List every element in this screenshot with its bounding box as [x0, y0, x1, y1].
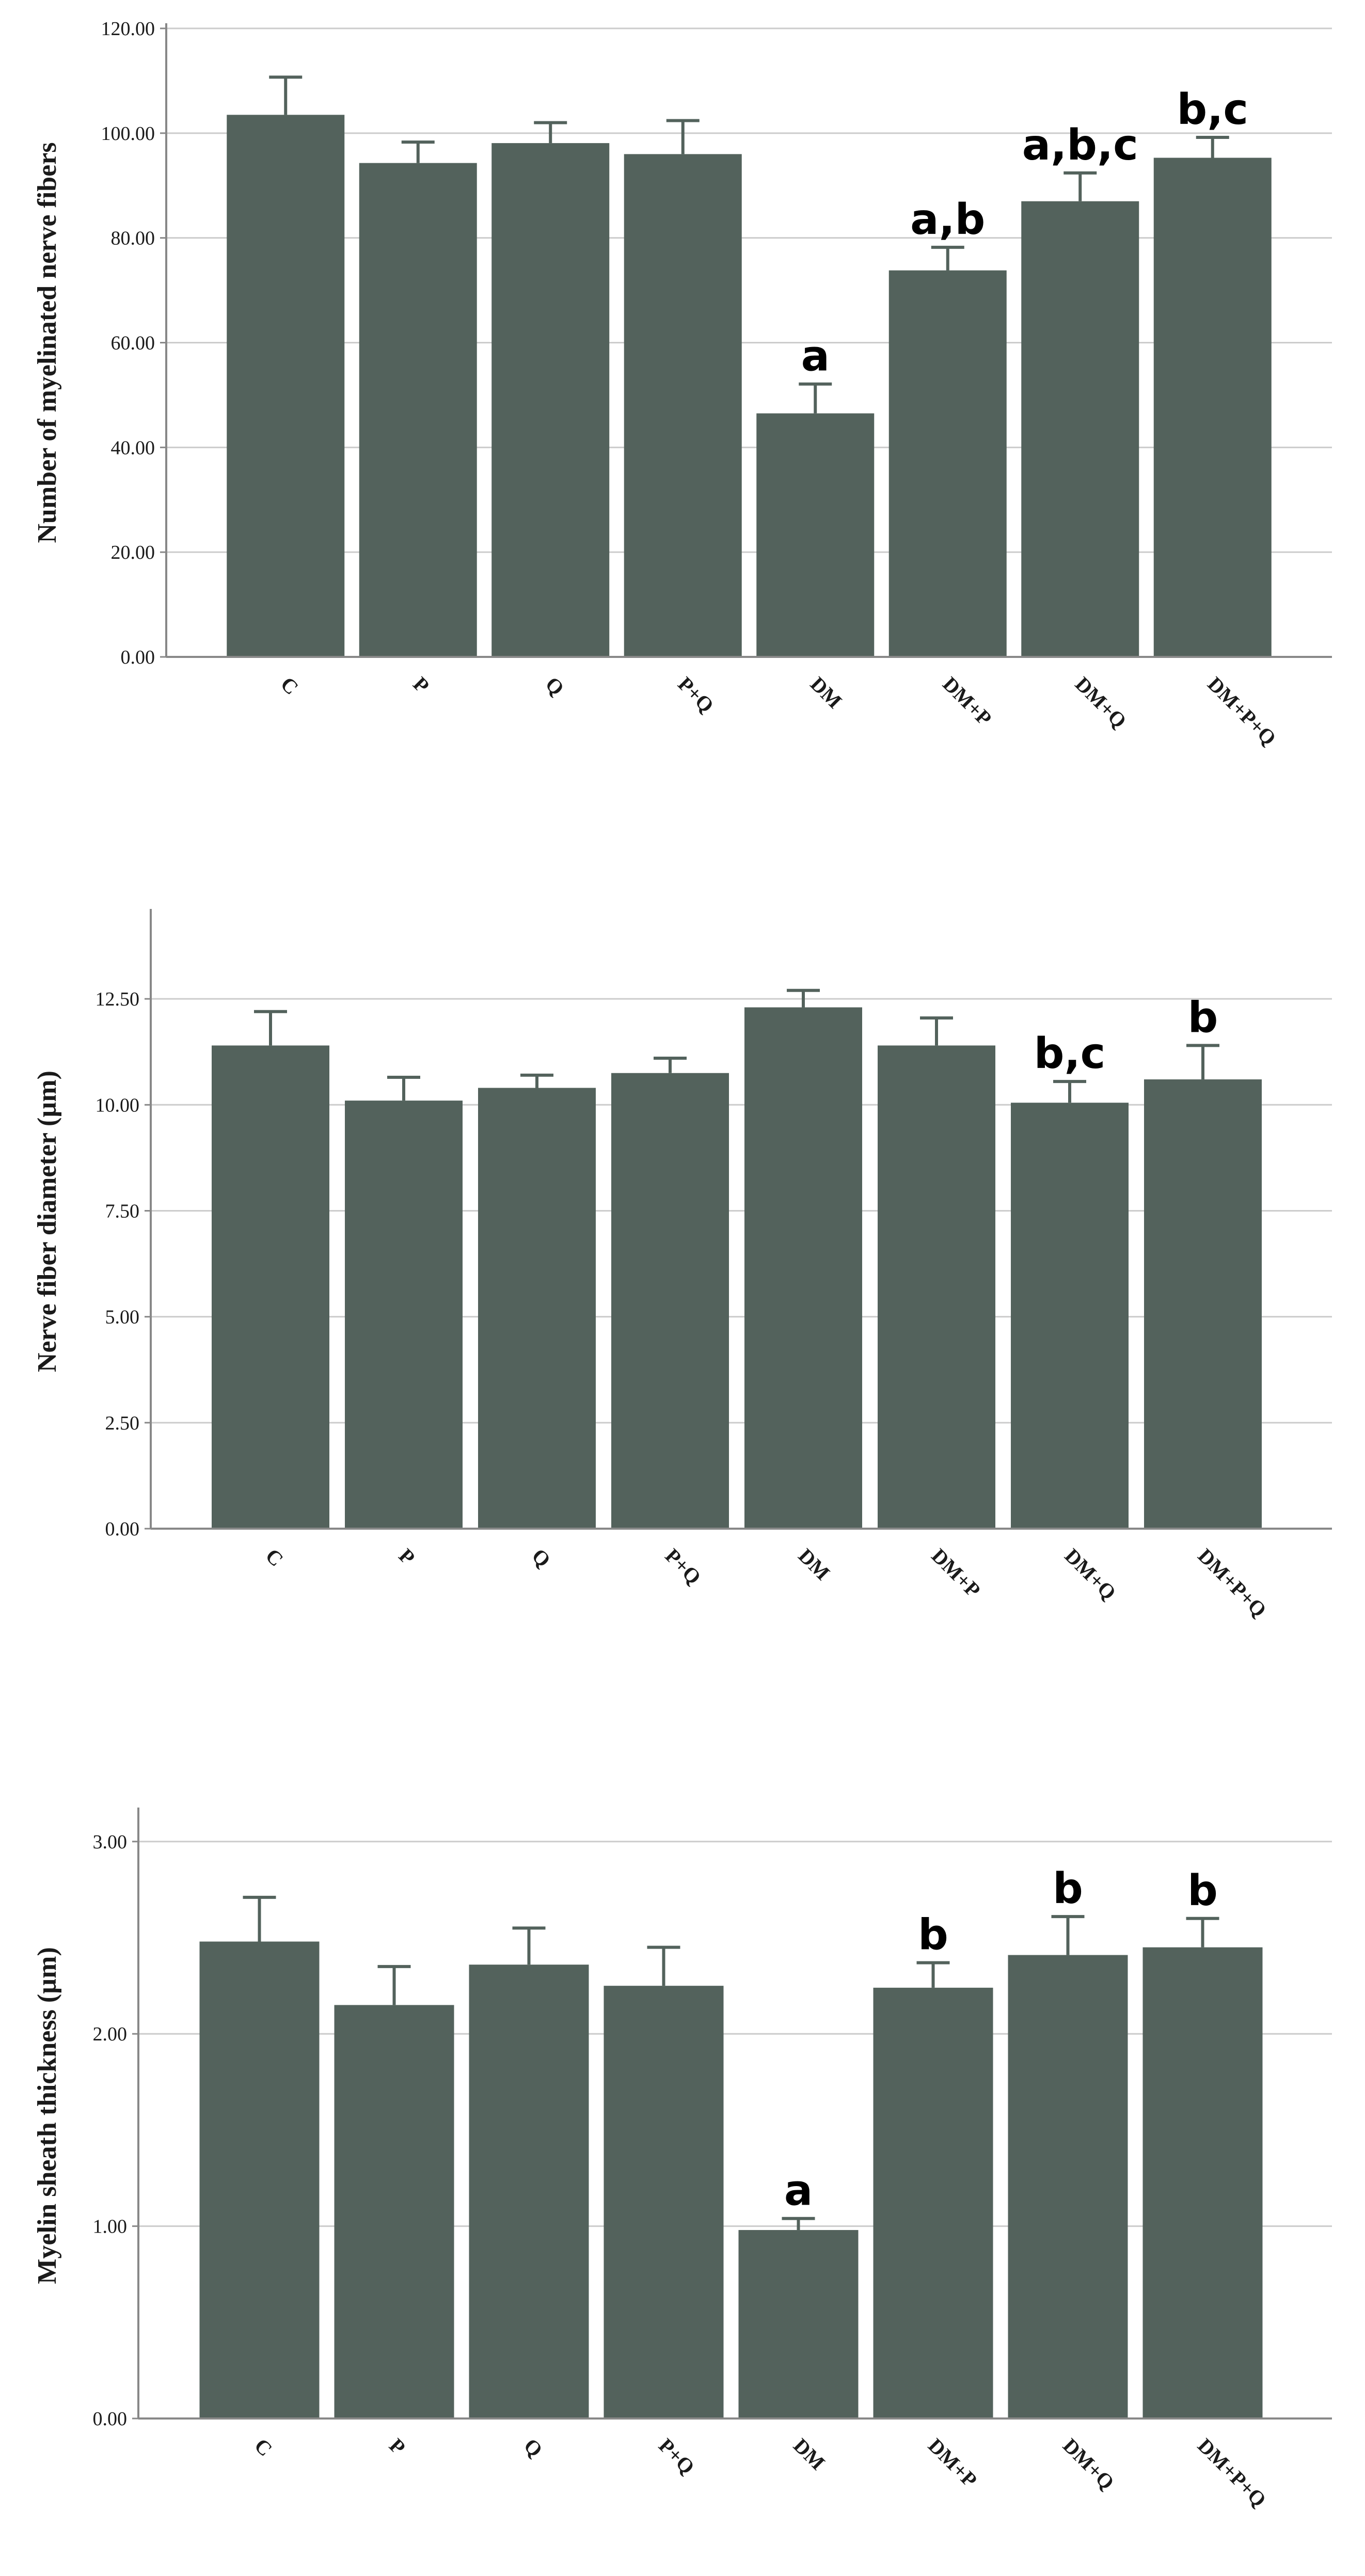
category-label: C	[250, 2434, 277, 2461]
significance-label: b,c	[1177, 85, 1248, 134]
category-label: DM	[794, 1544, 835, 1585]
bar	[469, 1965, 589, 2418]
bar	[873, 1987, 993, 2418]
category-label: Q	[541, 672, 569, 700]
category-label: P+Q	[673, 672, 718, 717]
bar	[1011, 1103, 1129, 1529]
category-label: Q	[519, 2434, 547, 2462]
bar	[345, 1101, 463, 1529]
significance-label: b,c	[1034, 1029, 1105, 1078]
y-tick-label: 60.00	[111, 333, 155, 354]
category-label: P+Q	[654, 2434, 699, 2479]
significance-label: b	[918, 1910, 948, 1959]
bar	[744, 1007, 862, 1529]
y-tick-label: 0.00	[105, 1518, 140, 1540]
y-tick-label: 40.00	[111, 437, 155, 459]
bar	[756, 413, 875, 657]
bar	[1144, 1079, 1262, 1529]
bar	[212, 1045, 329, 1529]
significance-label: a	[801, 332, 830, 381]
category-label: DM+Q	[1071, 672, 1131, 733]
bar	[624, 154, 742, 657]
y-tick-label: 10.00	[96, 1094, 140, 1116]
category-label: C	[261, 1544, 288, 1571]
significance-label: b	[1188, 993, 1218, 1042]
y-tick-label: 2.50	[105, 1412, 140, 1434]
category-label: DM+P	[924, 2434, 981, 2492]
bar	[227, 115, 345, 657]
category-label: DM+P	[938, 672, 996, 730]
bar	[738, 2230, 859, 2418]
y-tick-label: 120.00	[101, 18, 155, 40]
category-label: DM+Q	[1060, 1544, 1121, 1605]
chart-3: 0.00 1.00 2.00 3.00 C P Q P+Q a DM b DM+P b DM+Q b DM+P…	[33, 1808, 1332, 2511]
bar	[199, 1941, 320, 2418]
bar	[1153, 158, 1272, 657]
bar	[1021, 201, 1139, 657]
category-label: P	[385, 2434, 410, 2459]
bar	[491, 143, 610, 657]
y-axis-title: Nerve fiber diameter (µm)	[33, 1071, 62, 1372]
bar	[888, 270, 1007, 657]
bar	[1008, 1955, 1128, 2418]
y-tick-label: 12.50	[96, 988, 140, 1010]
category-label: DM+P+Q	[1193, 2434, 1271, 2511]
category-label: Q	[528, 1544, 555, 1572]
bar	[1142, 1947, 1263, 2418]
category-label: DM+P	[927, 1544, 985, 1602]
y-axis-title: Number of myelinated nerve fibers	[33, 142, 62, 543]
category-label: P	[394, 1544, 420, 1569]
y-tick-label: 0.00	[121, 647, 155, 668]
y-tick-label: 0.00	[93, 2408, 128, 2430]
chart-1: 0.00 20.00 40.00 60.00 80.00 100.00 120.00 C P Q P…	[33, 18, 1332, 750]
category-label: C	[276, 672, 303, 699]
y-tick-label: 100.00	[101, 123, 155, 145]
y-tick-label: 7.50	[105, 1200, 140, 1222]
significance-label: b	[1053, 1864, 1083, 1913]
significance-label: a,b,c	[1022, 121, 1138, 170]
category-label: P	[408, 672, 434, 698]
y-tick-label: 3.00	[93, 1831, 128, 1853]
significance-label: a	[784, 2166, 813, 2216]
significance-label: b	[1187, 1866, 1218, 1915]
bar	[478, 1088, 596, 1529]
bar	[334, 2005, 454, 2418]
category-label: DM	[806, 672, 847, 713]
category-label: DM+P+Q	[1194, 1544, 1271, 1622]
chart-2: 0.00 2.50 5.00 7.50 10.00 12.50 C P Q P+Q DM DM+P b,…	[33, 909, 1332, 1622]
y-tick-label: 2.00	[93, 2023, 128, 2045]
bar	[604, 1986, 724, 2418]
category-label: DM+Q	[1058, 2434, 1119, 2494]
category-label: P+Q	[661, 1544, 706, 1589]
category-label: DM+P+Q	[1203, 672, 1280, 750]
y-tick-label: 80.00	[111, 228, 155, 249]
significance-label: a,b	[910, 195, 985, 244]
category-label: DM	[789, 2434, 830, 2475]
bar	[359, 163, 477, 657]
bar	[878, 1045, 995, 1529]
bar	[611, 1073, 729, 1529]
y-tick-label: 5.00	[105, 1307, 140, 1328]
y-axis-title: Myelin sheath thickness (µm)	[33, 1947, 62, 2284]
y-tick-label: 1.00	[93, 2216, 128, 2238]
y-tick-label: 20.00	[111, 542, 155, 563]
